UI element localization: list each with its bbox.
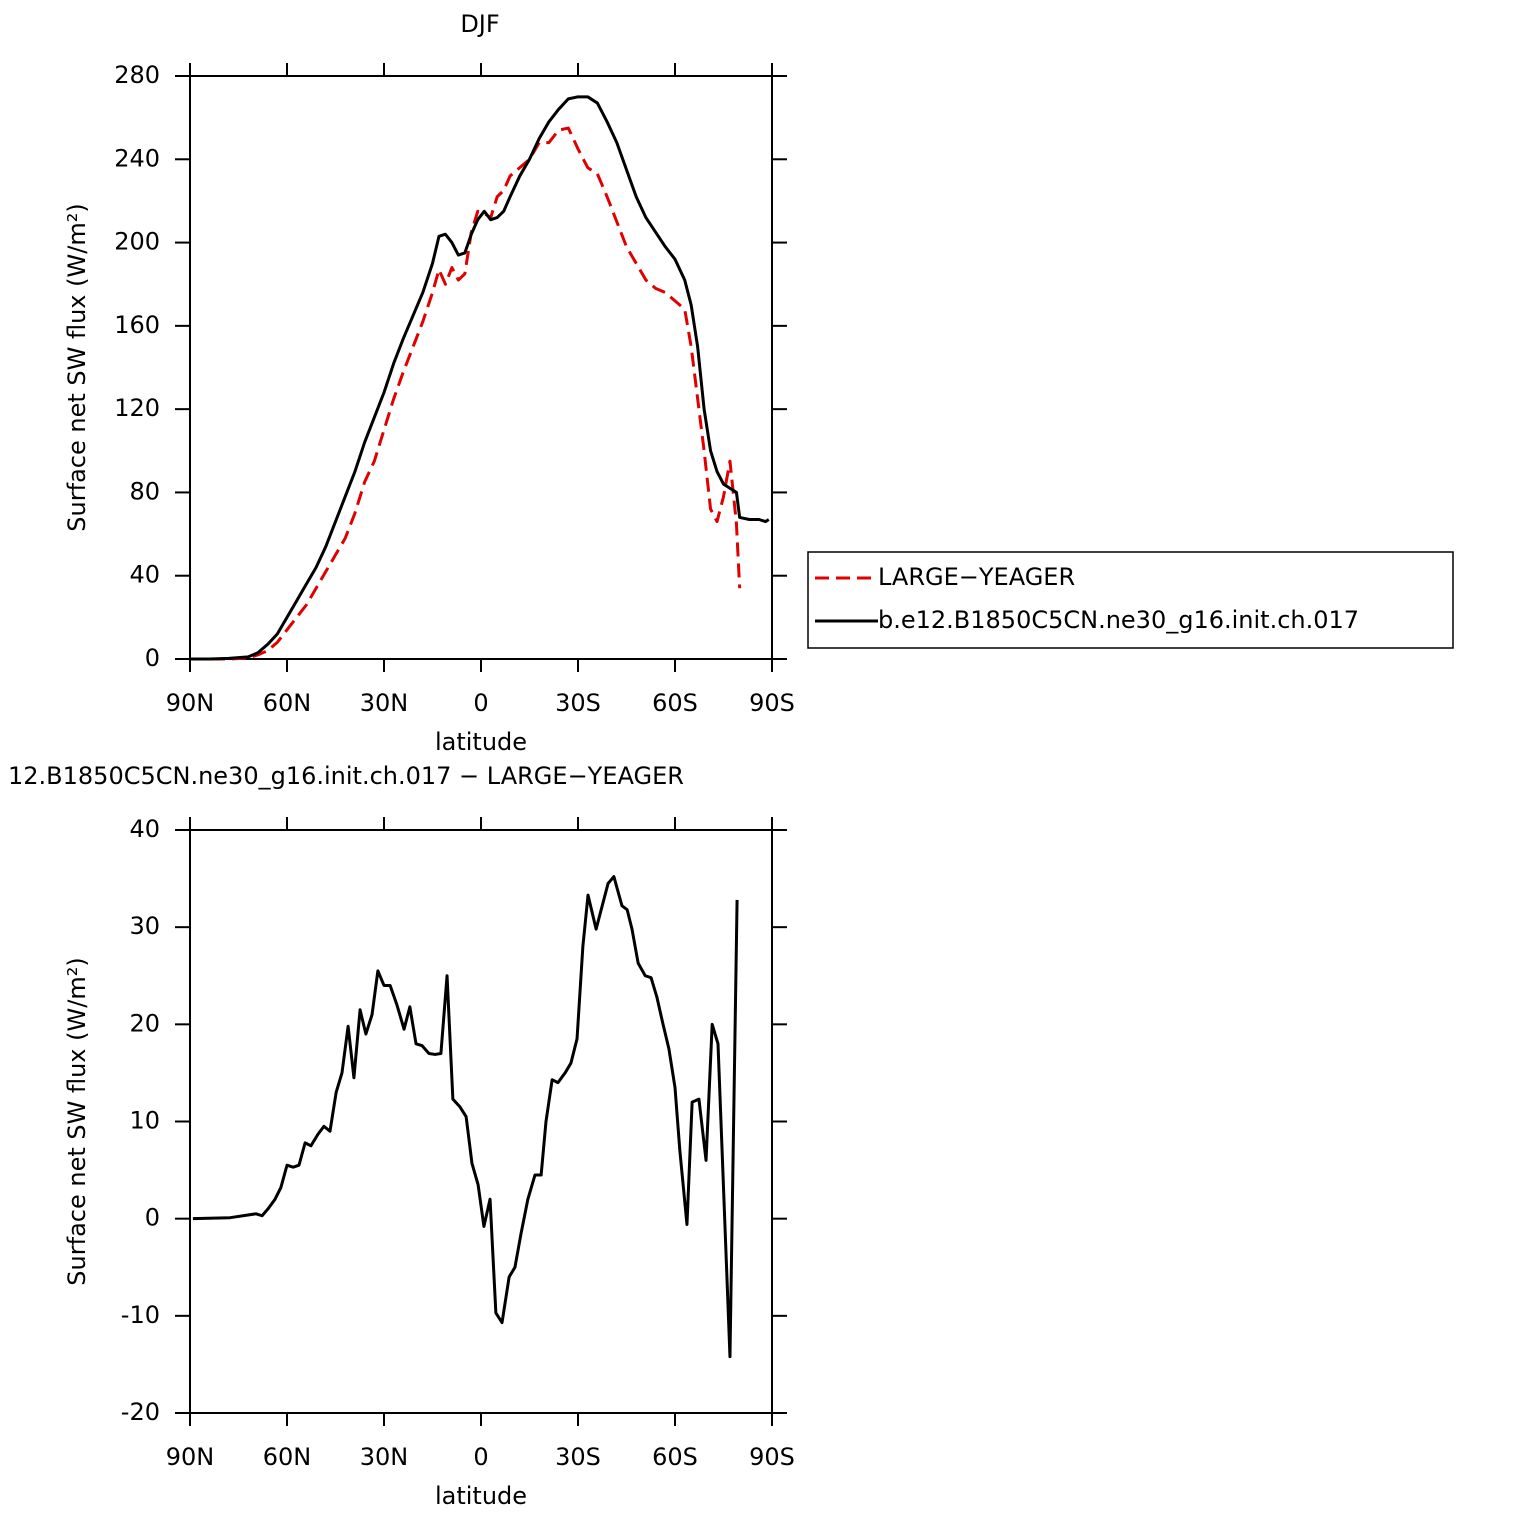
y-tick-label: 10 — [129, 1107, 160, 1135]
chart-title: 12.B1850C5CN.ne30_g16.init.ch.017 − LARG… — [8, 762, 684, 790]
x-axis-title: latitude — [435, 1482, 527, 1510]
x-tick-label: 60N — [263, 689, 312, 717]
x-tick-label: 60S — [652, 1443, 698, 1471]
y-tick-label: 280 — [114, 61, 160, 89]
y-tick-label: 0 — [145, 644, 160, 672]
x-tick-label: 90N — [166, 1443, 215, 1471]
plot-frame — [189, 75, 773, 660]
y-tick-label: 20 — [129, 1009, 160, 1037]
x-axis-title: latitude — [435, 728, 527, 756]
y-tick-label: 30 — [129, 912, 160, 940]
data-line — [192, 875, 739, 1359]
data-line — [190, 126, 742, 661]
x-tick-label: 90S — [749, 689, 795, 717]
data-line — [190, 95, 770, 661]
x-tick-label: 90N — [166, 689, 215, 717]
x-tick-label: 30S — [555, 689, 601, 717]
legend-label: LARGE−YEAGER — [878, 563, 1075, 591]
y-tick-label: 40 — [129, 815, 160, 843]
y-tick-label: 200 — [114, 228, 160, 256]
y-axis-title: Surface net SW flux (W/m²) — [63, 203, 91, 531]
y-tick-label: 120 — [114, 394, 160, 422]
y-tick-label: 160 — [114, 311, 160, 339]
legend-label: b.e12.B1850C5CN.ne30_g16.init.ch.017 — [878, 606, 1359, 634]
x-tick-label: 30S — [555, 1443, 601, 1471]
y-tick-label: 0 — [145, 1204, 160, 1232]
x-tick-label: 0 — [473, 689, 488, 717]
legend-box — [807, 551, 1454, 649]
x-tick-label: 0 — [473, 1443, 488, 1471]
y-tick-label: 80 — [129, 477, 160, 505]
y-tick-label: -20 — [121, 1398, 160, 1426]
y-tick-label: 40 — [129, 561, 160, 589]
y-tick-label: 240 — [114, 144, 160, 172]
plot-frame — [189, 829, 773, 1414]
x-tick-label: 60N — [263, 1443, 312, 1471]
x-tick-label: 30N — [360, 689, 409, 717]
y-tick-label: -10 — [121, 1301, 160, 1329]
x-tick-label: 90S — [749, 1443, 795, 1471]
y-axis-title: Surface net SW flux (W/m²) — [63, 957, 91, 1285]
x-tick-label: 30N — [360, 1443, 409, 1471]
x-tick-label: 60S — [652, 689, 698, 717]
chart-title: DJF — [460, 10, 499, 38]
